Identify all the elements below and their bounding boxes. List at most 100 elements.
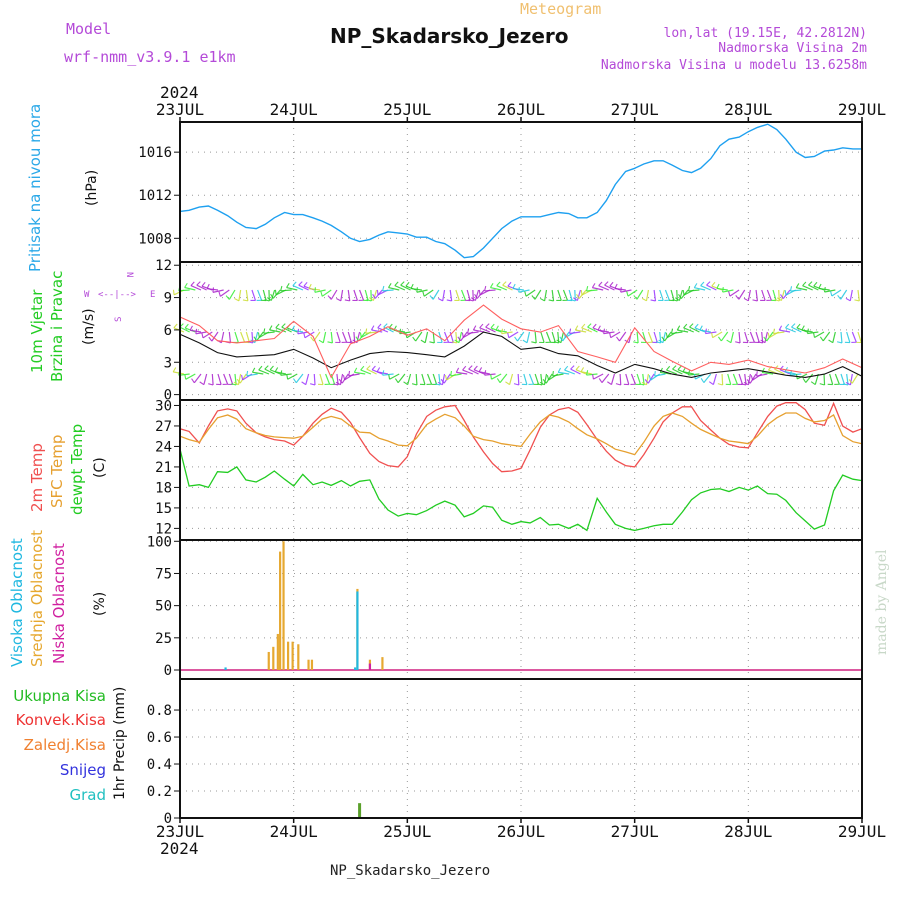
date-label-bottom: 25JUL [383, 822, 431, 841]
wind-barb [292, 281, 297, 286]
wind-barb [525, 289, 536, 297]
wind-barb [607, 381, 612, 386]
wind-barb [212, 287, 215, 293]
date-label-top: 24JUL [270, 100, 318, 119]
wind-barb [677, 329, 689, 333]
grid-lines [180, 122, 862, 819]
wind-barb [712, 331, 723, 339]
wind-barb [467, 331, 479, 335]
wind-barb [269, 365, 274, 371]
precip-bar [358, 803, 362, 818]
wind-barb [645, 289, 650, 301]
wind-barb [449, 289, 453, 301]
wind-barb [512, 287, 524, 291]
wind-barb [496, 378, 501, 383]
wind-barb [366, 368, 377, 375]
wind-barb [370, 325, 375, 331]
wind-barb [531, 295, 536, 300]
wind-barb [228, 331, 232, 344]
wind-barb [592, 287, 604, 291]
wind-barb [832, 331, 836, 343]
wind-barb [598, 378, 603, 383]
wind-barb [778, 325, 783, 331]
wind-barb [604, 284, 615, 291]
wind-barb [462, 369, 474, 375]
wind-barb [639, 383, 645, 386]
wind-barb [502, 281, 507, 286]
wind-barb [228, 373, 234, 385]
wind-barb [269, 329, 281, 333]
wind-barb [201, 332, 204, 338]
y-tick-label: 21 [155, 460, 172, 476]
wind-barb [591, 283, 596, 288]
wind-barb [286, 374, 289, 380]
y-tick-label: 27 [155, 419, 172, 435]
wind-barb [534, 373, 540, 385]
wind-barb [372, 293, 376, 299]
wind-barb [580, 289, 583, 296]
wind-barb [415, 331, 423, 342]
wind-barb [755, 331, 760, 343]
wind-barb [467, 328, 470, 334]
wind-barb [496, 285, 508, 291]
wind-barb [264, 299, 270, 302]
wind-barb [400, 281, 405, 286]
wind-barb [348, 370, 351, 376]
wind-barb [665, 332, 668, 338]
wind-barb [806, 328, 809, 334]
y-tick-label: 0.4 [147, 757, 172, 773]
wind-gust-line [179, 304, 863, 379]
wind-barb [539, 297, 545, 302]
wind-barb [560, 331, 565, 343]
y-tick-label: 9 [164, 291, 172, 307]
wind-barb [757, 341, 763, 344]
wind-barb [518, 287, 520, 293]
wind-barb [325, 373, 331, 385]
wind-barb [444, 374, 448, 381]
date-label-top: 27JUL [611, 100, 659, 119]
wind-barb [708, 381, 714, 386]
wind-barb [819, 383, 825, 386]
wind-barb [580, 371, 592, 375]
cloud-unit: (%) [92, 592, 108, 616]
wind-barb [365, 328, 368, 334]
wind-barb [365, 331, 377, 334]
y-tick-label: 0 [164, 388, 172, 404]
wind-barb [658, 339, 664, 344]
wind-barb [517, 373, 520, 386]
wind-barb [784, 371, 796, 375]
wind-barb [672, 299, 678, 302]
wind-barb [722, 289, 734, 293]
wind-barb [614, 287, 626, 291]
wind-barb [694, 287, 706, 291]
wind-barb [830, 291, 833, 297]
wind-barb [857, 331, 862, 343]
wind-barb [485, 323, 490, 328]
wind-barb [843, 383, 849, 386]
date-label-bottom: 24JUL [270, 822, 318, 841]
frozen-precip-label: Zaledj.Kisa [24, 736, 106, 754]
wind-barb [683, 323, 688, 329]
wind-barb [542, 378, 547, 384]
wind-barb [347, 331, 352, 343]
wind-barb [233, 381, 239, 386]
wind-barb [212, 289, 224, 293]
y-tick-label: 0.8 [147, 703, 172, 719]
wind-barb [211, 331, 219, 342]
wind-barb [432, 373, 438, 385]
wind-barb [598, 285, 610, 291]
wind-barb [195, 331, 207, 335]
wind-barb [450, 373, 462, 377]
date-label-bottom: 28JUL [724, 822, 772, 841]
wind-barb [551, 289, 555, 301]
wind-barb [575, 365, 580, 371]
wind-barb [552, 370, 554, 377]
year-top: 2024 [160, 83, 199, 102]
total-precip-label: Ukupna Kisa [13, 687, 106, 705]
wind-barb [399, 328, 402, 334]
wind-barb [517, 331, 525, 342]
wind-barb [245, 331, 251, 343]
wind-barb [303, 281, 308, 287]
y-tick-label: 30 [155, 398, 172, 414]
wind-barb [741, 383, 747, 386]
